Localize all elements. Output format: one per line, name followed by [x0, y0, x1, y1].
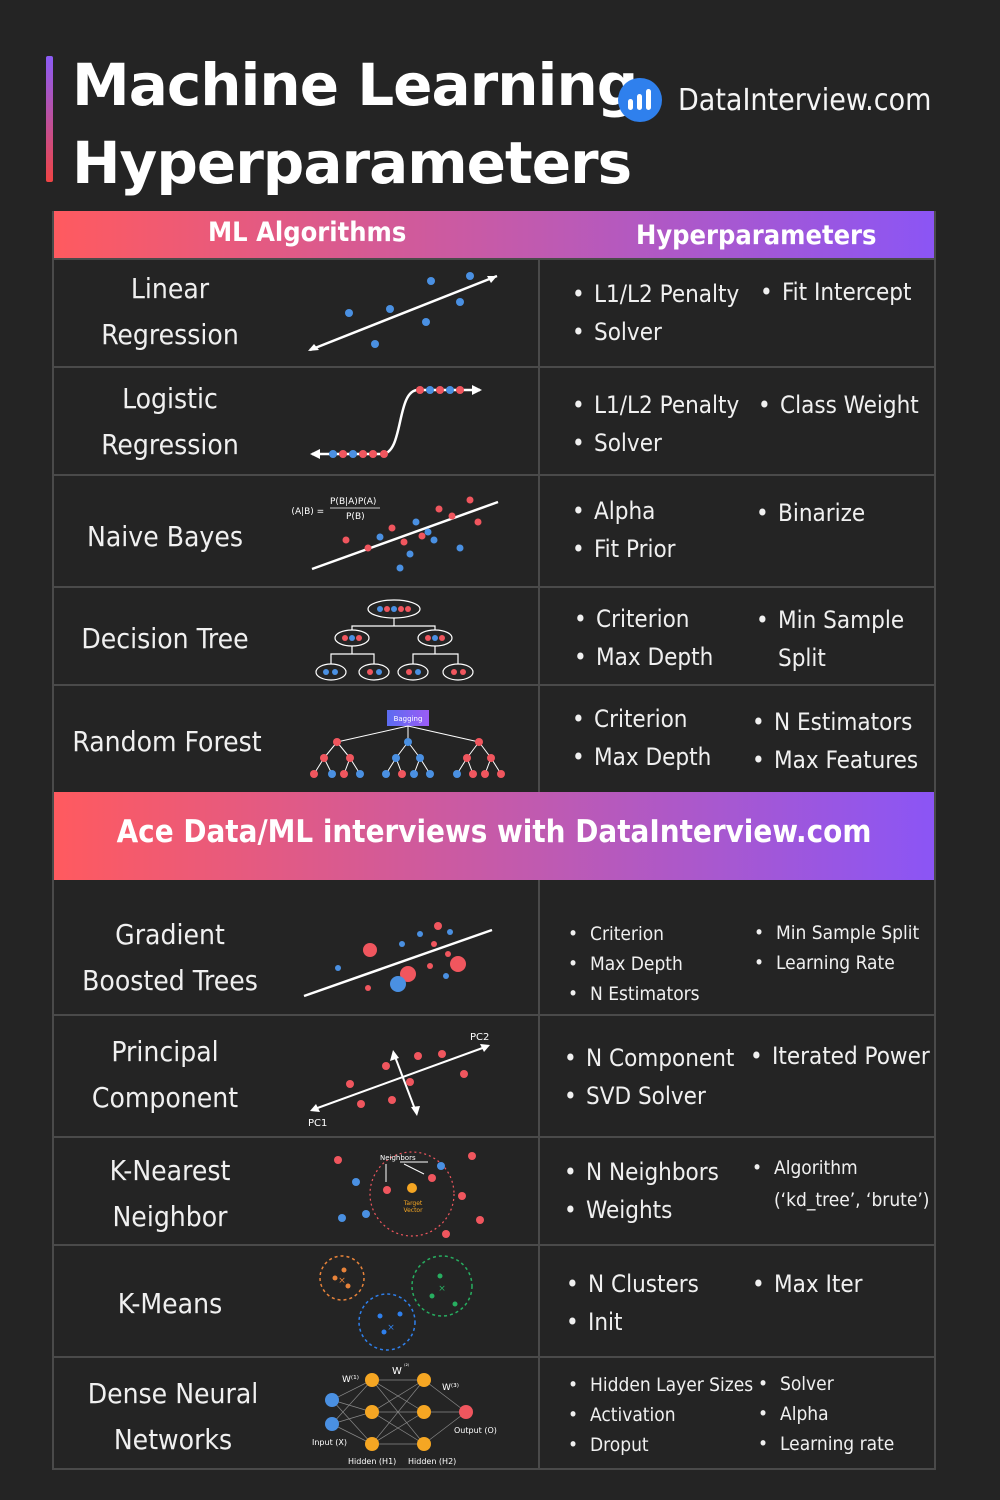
hyperparameters-left: CriterionMax DepthN Estimators — [568, 919, 700, 1009]
bayes-formula-left: P(A|B) = — [292, 507, 324, 517]
column-divider — [538, 260, 540, 368]
bayes-formula-numerator: P(B|A)P(A) — [330, 497, 376, 507]
brand[interactable]: DataInterview.com — [618, 78, 931, 122]
algorithm-name: Logistic Regression — [101, 382, 239, 461]
hyperparameters-left: L1/L2 PenaltySolver — [572, 386, 739, 462]
bayes-formula-denominator: P(B) — [346, 512, 365, 522]
table-border-bottom — [52, 1468, 936, 1470]
header-algorithms: ML Algorithms — [208, 217, 407, 248]
algorithm-name: Linear Regression — [101, 272, 239, 351]
hyperparameters-left: N ComponentSVD Solver — [564, 1039, 734, 1115]
algorithm-name: Random Forest — [72, 725, 262, 758]
hyperparameters-right: Min Sample Split — [756, 601, 904, 677]
hyperparameters-right: Max Iter — [752, 1265, 862, 1303]
vector-label: Vector — [403, 1207, 423, 1214]
hidden-2-label: Hidden (H2) — [408, 1457, 456, 1466]
weight-1-label: W⁽¹⁾ — [342, 1375, 359, 1385]
header-hyperparameters: Hyperparameters — [636, 220, 877, 251]
target-label: Target — [403, 1200, 423, 1207]
pc2-label: PC2 — [470, 1032, 489, 1043]
svg-text:×: × — [387, 1323, 395, 1333]
column-divider — [538, 1016, 540, 1138]
algorithm-name: Decision Tree — [81, 622, 249, 655]
algorithm-name: Gradient Boosted Trees — [82, 918, 258, 997]
table-border-right — [934, 211, 936, 1470]
column-divider — [538, 588, 540, 686]
table-header: ML Algorithms Hyperparameters — [52, 211, 936, 258]
column-divider — [538, 1246, 540, 1358]
gradient-boosted-trees-illustration — [303, 922, 493, 998]
neural-network-illustration: W⁽¹⁾ W ⁽²⁾ W⁽³⁾ Input (X) Output (O) Hid… — [312, 1363, 497, 1466]
hyperparameters-left: N ClustersInit — [566, 1265, 699, 1341]
linear-regression-illustration — [308, 272, 498, 352]
pc1-label: PC1 — [308, 1118, 327, 1129]
column-divider — [538, 1358, 540, 1470]
hyperparameters-left: CriterionMax Depth — [572, 700, 711, 776]
hyperparameters-right: Iterated Power — [750, 1037, 930, 1075]
principal-component-illustration: PC2 PC1 — [308, 1032, 490, 1129]
bar-chart-icon — [618, 78, 662, 122]
algorithm-name: Dense Neural Networks — [87, 1377, 259, 1456]
knn-illustration: Neighbors Target Vector — [334, 1151, 484, 1238]
row-random-forest: Random Forest Bagging CriterionMax Depth… — [52, 684, 936, 794]
decision-tree-illustration — [315, 599, 474, 681]
weight-2-superscript: ⁽²⁾ — [404, 1363, 410, 1370]
bagging-label: Bagging — [394, 715, 423, 723]
random-forest-illustration: Bagging — [310, 710, 505, 778]
row-decision-tree: Decision Tree CriterionMax Depth Min Sam… — [52, 586, 936, 686]
hyperparameters-left: N NeighborsWeights — [564, 1153, 719, 1229]
algorithm-name: K-Means — [117, 1287, 223, 1320]
column-divider — [538, 476, 540, 588]
hidden-1-label: Hidden (H1) — [348, 1457, 396, 1466]
promo-banner[interactable]: Ace Data/ML interviews with DataIntervie… — [54, 792, 934, 880]
title-accent-bar — [46, 56, 53, 182]
svg-text:×: × — [338, 1276, 346, 1286]
hyperparameters-right: Min Sample SplitLearning Rate — [754, 918, 919, 978]
weight-2-label: W — [392, 1366, 402, 1377]
svg-text:×: × — [438, 1284, 446, 1294]
hyperparameters-left: L1/L2 PenaltySolver — [572, 275, 739, 351]
input-label: Input (X) — [312, 1438, 347, 1447]
row-k-nearest-neighbor: K-Nearest Neighbor Neighbors Target Vecto… — [52, 1136, 936, 1246]
naive-bayes-illustration: P(A|B) = P(B|A)P(A) P(B) — [292, 496, 499, 572]
weight-3-label: W⁽³⁾ — [442, 1383, 459, 1393]
neighbors-label: Neighbors — [380, 1154, 416, 1162]
banner-text: Ace Data/ML interviews with DataIntervie… — [116, 814, 872, 850]
table-border-left — [52, 211, 54, 1470]
hyperparameters-right: Class Weight — [758, 386, 919, 424]
page-title: Machine Learning Hyperparameters — [72, 51, 638, 197]
algorithm-name: Naive Bayes — [87, 520, 243, 553]
hyperparameters-left: AlphaFit Prior — [572, 492, 676, 568]
logistic-regression-illustration — [310, 385, 482, 459]
hyperparameters-right: Fit Intercept — [760, 273, 911, 311]
algorithm-name: Principal Component — [91, 1035, 239, 1114]
hyperparameters-right: Binarize — [756, 494, 865, 532]
hyperparameters-right: SolverAlphaLearning rate — [758, 1369, 894, 1459]
row-naive-bayes: Naive Bayes P(A|B) = P(B|A)P(A) P(B) Alp… — [52, 474, 936, 588]
hyperparameters-right: N EstimatorsMax Features — [752, 703, 918, 779]
hyperparameters-left: CriterionMax Depth — [574, 600, 713, 676]
row-k-means: K-Means × × × N ClustersInit Max Iter — [52, 1244, 936, 1358]
column-divider — [538, 1138, 540, 1246]
output-label: Output (O) — [454, 1426, 497, 1435]
column-divider — [538, 880, 540, 1014]
k-means-illustration: × × × — [319, 1255, 473, 1351]
row-dense-neural-networks: Dense Neural Networks W⁽¹⁾ W ⁽²⁾ W⁽³⁾ Inp… — [52, 1356, 936, 1470]
column-divider — [538, 686, 540, 794]
hyperparameters-left: Hidden Layer SizesActivationDroput — [568, 1370, 753, 1460]
brand-name: DataInterview.com — [678, 82, 932, 118]
hyperparameters-right: Algorithm (‘kd_tree’, ‘brute’) — [752, 1152, 929, 1216]
column-divider — [538, 368, 540, 476]
algorithm-name: K-Nearest Neighbor — [109, 1154, 231, 1233]
